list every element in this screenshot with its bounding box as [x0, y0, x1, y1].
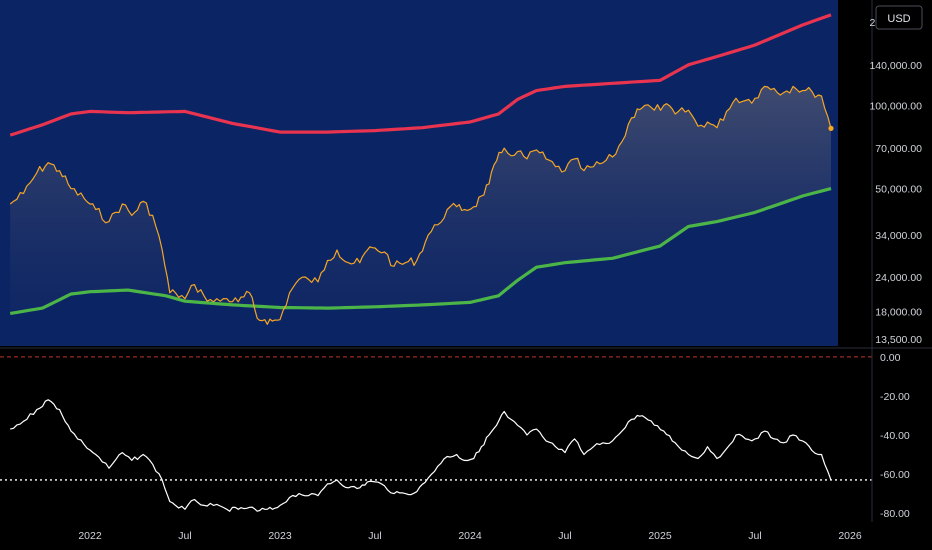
currency-label: USD [887, 13, 910, 25]
lower-band-line[interactable] [9, 187, 832, 315]
price-tick-label: 70,000.00 [875, 143, 922, 155]
oscillator-plot-layer [0, 356, 872, 512]
oscillator-tick-label: 0.00 [880, 352, 901, 364]
time-tick-label: Jul [368, 530, 381, 542]
upper-band-line[interactable] [9, 13, 832, 137]
price-line[interactable] [9, 85, 832, 325]
oscillator-line[interactable] [10, 399, 832, 512]
time-tick-label: Jul [748, 530, 761, 542]
time-tick-label: Jul [558, 530, 571, 542]
time-tick-label: 2022 [78, 530, 102, 542]
currency-badge[interactable]: USD [875, 5, 923, 30]
price-tick-label: 100,000.00 [869, 100, 922, 112]
price-band-fill [10, 86, 831, 325]
price-tick-label: 50,000.00 [875, 184, 922, 196]
time-tick-label: 2024 [458, 530, 482, 542]
time-tick-label: 2025 [648, 530, 672, 542]
price-last-point [828, 125, 834, 131]
time-tick-label: Jul [178, 530, 191, 542]
price-tick-label: 24,000.00 [875, 272, 922, 284]
oscillator-tick-label: -40.00 [880, 430, 910, 442]
price-tick-label: 34,000.00 [875, 230, 922, 242]
oscillator-axis[interactable]: 0.00 -20.00 -40.00 -60.00 -80.00 [880, 352, 910, 520]
main-plot-layer [9, 13, 834, 325]
time-tick-label: 2026 [838, 530, 862, 542]
oscillator-tick-label: -20.00 [880, 391, 910, 403]
time-tick-label: 2023 [268, 530, 292, 542]
price-tick-label: 140,000.00 [869, 60, 922, 72]
oscillator-tick-label: -60.00 [880, 469, 910, 481]
price-tick-label: 13,500.00 [875, 334, 922, 346]
price-axis[interactable]: 200,000.00140,000.00100,000.0070,000.005… [869, 17, 922, 346]
price-tick-label: 18,000.00 [875, 306, 922, 318]
time-axis[interactable]: 2022 Jul 2023 Jul 2024 Jul 2025 Jul 2026 [78, 530, 862, 542]
oscillator-tick-label: -80.00 [880, 508, 910, 520]
